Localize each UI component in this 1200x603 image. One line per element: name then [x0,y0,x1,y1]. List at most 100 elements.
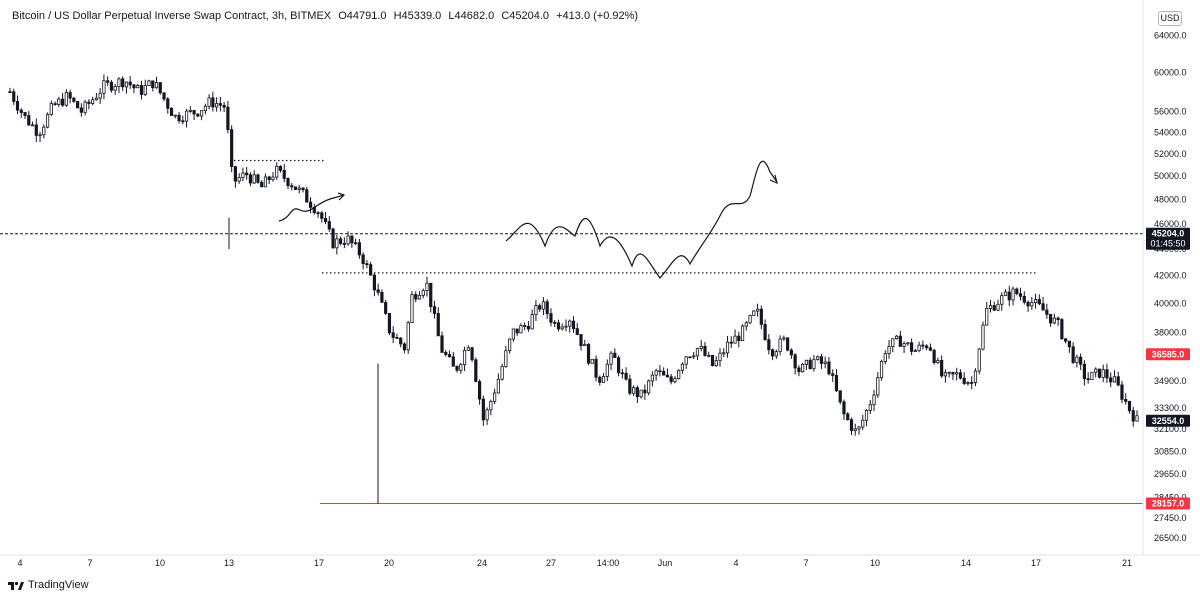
candle-body [263,176,268,188]
candle [1060,318,1064,340]
candle [128,76,132,89]
candle [38,131,42,142]
candle [91,96,95,106]
candle-body [538,305,542,310]
y-tick-label: 30850.0 [1154,446,1187,456]
candle [1101,364,1105,383]
candle [151,80,155,92]
candle-body [410,294,414,323]
candle-body [376,289,380,293]
price-tag-bg [1146,227,1190,250]
candle-body [301,187,305,191]
candle-body [887,346,891,355]
candle [15,95,20,115]
candle [658,365,662,377]
candle-body [665,374,670,378]
y-tick-label: 48000.0 [1154,194,1187,204]
candle [293,186,298,190]
candle-body [158,82,162,94]
y-tick-label: 32100.0 [1154,424,1187,434]
x-tick-label: 21 [1122,558,1132,568]
candle [496,373,500,394]
candle [699,339,703,352]
symbol-title[interactable]: Bitcoin / US Dollar Perpetual Inverse Sw… [12,10,332,22]
candles [8,74,1139,504]
candle-body [447,354,452,358]
candle [440,331,444,353]
price-tag-label: 28157.0 [1152,499,1185,509]
candle-body [560,326,564,330]
candle-body [466,347,470,351]
candle-body [354,242,358,245]
brand-watermark[interactable]: TradingView [8,579,89,591]
candle-body [853,428,857,431]
candle [387,312,392,336]
candle [951,371,955,381]
candle-body [117,78,121,87]
candle [808,357,812,370]
candle-body [226,106,230,131]
candle [650,371,654,387]
candle [372,272,376,297]
candle-body [372,274,376,291]
candle [819,353,824,369]
candle-body [1015,288,1019,295]
candle-body [857,426,861,430]
currency-badge[interactable]: USD [1158,11,1182,26]
candle [53,101,57,106]
candle [19,108,23,118]
candle-body [891,338,895,347]
candle-body [278,165,283,171]
candle-body [429,282,433,308]
hand-drawn-paths [278,160,778,279]
price-tag-bg [1146,497,1190,510]
candle [763,319,767,341]
candle-body [338,238,343,244]
candle [109,80,114,93]
candle-body [763,323,767,341]
candle [583,339,587,347]
candle-body [876,377,880,396]
candle-body [305,189,309,203]
candle-body [707,354,711,357]
candle-body [173,114,177,117]
y-tick-label: 54000.0 [1154,127,1187,137]
candle [342,237,346,249]
x-tick-label: 14:00 [597,558,620,568]
candle [27,110,31,126]
candle [399,337,403,348]
candle-body [237,177,241,182]
candle-body [432,306,437,314]
x-tick-label: 14 [961,558,971,568]
candle-body [1060,319,1064,340]
candle-body [801,364,805,373]
candle [429,282,433,313]
candle-body [34,124,38,136]
candle [83,99,87,116]
candle [282,164,286,183]
candle-body [132,84,136,89]
candle-body [143,85,147,95]
candle-body [199,110,204,117]
candle [556,319,561,332]
candle-body [906,342,910,345]
candle-body [406,322,410,351]
candle-body [162,92,166,100]
candle [1030,297,1034,310]
candle-body [425,282,429,292]
candle-body [789,349,793,356]
candle-body [365,263,369,266]
projection-arrowhead-icon [769,174,778,185]
candle [218,96,222,112]
candle [481,395,485,426]
candle-body [151,80,155,89]
candle [891,338,895,353]
candle-body [369,264,373,276]
x-tick-label: 7 [87,558,92,568]
price-tag-label: 32554.0 [1152,416,1185,426]
candle-body [327,221,331,230]
candle-body [297,187,301,190]
candle-body [590,358,594,364]
